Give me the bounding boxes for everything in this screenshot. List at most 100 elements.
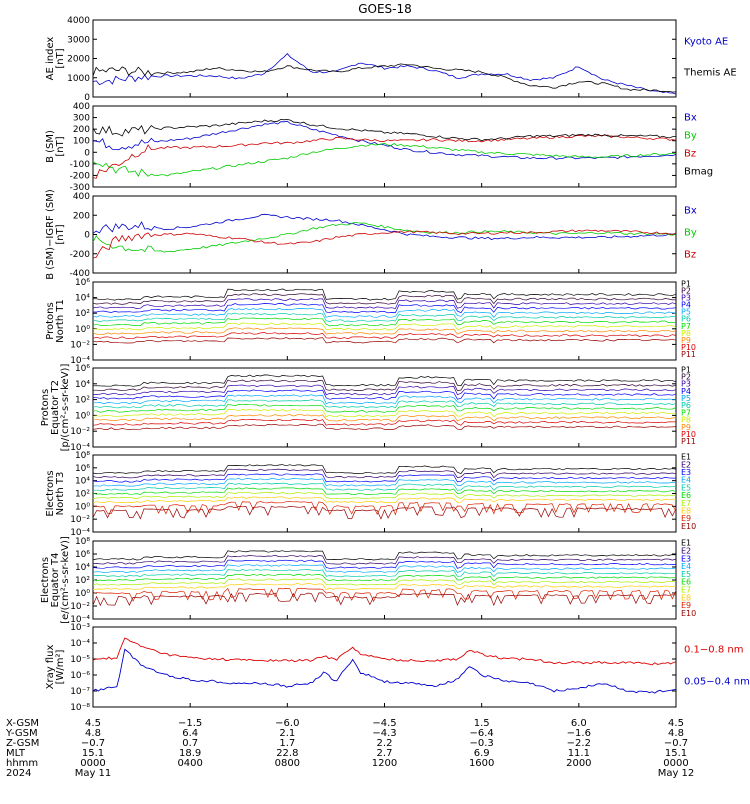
- flux-band-e3: [92, 473, 676, 483]
- legend-label: E3: [681, 468, 691, 477]
- series-line-xray: [92, 648, 677, 694]
- flux-band-e1: [92, 464, 677, 475]
- y-tick-label: 300: [73, 114, 90, 124]
- legend-label: P3: [681, 380, 691, 389]
- flux-band-p10: [92, 332, 677, 340]
- legend-label: E9: [681, 601, 691, 610]
- xaxis-row-label: 2024: [6, 768, 31, 779]
- y-tick-label: 10⁻²: [70, 602, 90, 612]
- series-line-kyoto-ae: [92, 53, 677, 95]
- xaxis-value: 4.8: [85, 728, 101, 739]
- xaxis-row-label: MLT: [6, 748, 26, 759]
- legend-label: P10: [681, 343, 696, 352]
- y-tick-label: 10⁶: [75, 464, 90, 474]
- legend-label: Kyoto AE: [684, 37, 728, 48]
- y-axis-label: [W/m²]: [55, 649, 66, 684]
- plot-title: GOES-18: [358, 2, 412, 16]
- flux-band-p5: [92, 307, 677, 318]
- series-line-bx: [92, 120, 677, 160]
- series-line-xray: [92, 637, 677, 666]
- flux-band-e7: [92, 578, 677, 586]
- flux-band-e10: [92, 505, 677, 520]
- y-tick-label: 400: [73, 102, 90, 112]
- series-line-themis-ae: [92, 63, 677, 93]
- y-tick-label: 3000: [67, 35, 90, 45]
- xaxis-value: 22.8: [276, 748, 298, 759]
- y-axis-label: Xray flux: [45, 645, 56, 690]
- xaxis-row-label: Z-GSM: [6, 738, 39, 749]
- y-tick-label: 0: [84, 93, 90, 103]
- xaxis-row-label: hhmm: [6, 758, 38, 769]
- xaxis-value: 4.8: [668, 728, 684, 739]
- y-axis-label: [nT]: [55, 48, 66, 68]
- y-axis-label: AE index: [45, 37, 56, 81]
- y-axis-label: Electrons: [40, 557, 51, 603]
- y-tick-label: 10²: [75, 490, 90, 500]
- xaxis-value: 15.1: [665, 748, 687, 759]
- y-tick-label: 10⁻⁴: [70, 615, 90, 625]
- legend-label: E2: [681, 546, 691, 555]
- xaxis-value: 0000: [80, 758, 105, 769]
- xaxis-value: May 11: [75, 768, 112, 779]
- xaxis-value: 0.7: [182, 738, 198, 749]
- flux-band-p3: [92, 298, 677, 310]
- xaxis-value: 4.5: [85, 718, 101, 729]
- legend-label: Bx: [684, 206, 697, 217]
- flux-band-e5: [92, 569, 677, 578]
- xaxis-value: 0400: [177, 758, 202, 769]
- y-tick-label: 10⁶: [75, 364, 90, 374]
- flux-band-p6: [92, 312, 677, 322]
- flux-band-e1: [92, 550, 677, 561]
- flux-band-e5: [92, 482, 677, 491]
- flux-band-e3: [92, 559, 677, 569]
- legend-label: E3: [681, 554, 691, 563]
- flux-band-e7: [92, 491, 677, 500]
- xaxis-value: −4.3: [372, 728, 396, 739]
- flux-band-p6: [92, 399, 677, 409]
- legend-label: P6: [681, 401, 691, 410]
- xaxis-value: 0000: [663, 758, 688, 769]
- xaxis-value: −0.7: [81, 738, 105, 749]
- legend-label: By: [684, 130, 697, 141]
- legend-label: E4: [681, 562, 691, 571]
- xaxis-value: 1200: [372, 758, 397, 769]
- y-axis-label: [p/(cm²-s-sr-keV)]: [60, 364, 71, 452]
- xaxis-row-label: X-GSM: [6, 718, 39, 729]
- flux-band-p4: [93, 303, 677, 314]
- flux-band-p11: [92, 423, 677, 431]
- xaxis-value: 1.5: [474, 718, 490, 729]
- legend-label: P9: [681, 336, 691, 345]
- legend-label: P1: [681, 365, 691, 374]
- y-tick-label: -100: [70, 160, 91, 170]
- legend-label: P11: [681, 350, 696, 359]
- flux-band-p10: [92, 418, 677, 426]
- legend-label: E1: [681, 453, 691, 462]
- flux-band-e8: [92, 496, 677, 504]
- flux-band-e2: [92, 468, 677, 479]
- y-axis-label: Equator T4: [50, 553, 61, 608]
- flux-band-p4: [92, 389, 677, 400]
- flux-band-e4: [92, 478, 677, 487]
- flux-band-p7: [93, 404, 677, 413]
- legend-label: E6: [681, 578, 691, 587]
- xaxis-value: 2000: [566, 758, 591, 769]
- xaxis-value: 15.1: [82, 748, 104, 759]
- legend-label: P6: [681, 315, 691, 324]
- y-tick-label: 2000: [67, 55, 90, 65]
- y-tick-label: 10⁰: [75, 411, 90, 421]
- y-tick-label: 0: [84, 148, 90, 158]
- y-axis-label: B (SM)−IGRF (SM): [45, 189, 56, 280]
- flux-band-p7: [92, 317, 677, 327]
- xaxis-value: May 12: [658, 768, 695, 779]
- y-axis-label: Protons: [45, 302, 56, 339]
- panel-frame-2: [92, 105, 677, 188]
- xaxis-value: −1.5: [178, 718, 202, 729]
- legend-label: E5: [681, 570, 691, 579]
- y-tick-label: -300: [70, 183, 91, 193]
- y-axis-label: Protons: [40, 389, 51, 426]
- y-tick-label: 10⁰: [75, 589, 90, 599]
- y-tick-label: 10⁻⁸: [70, 703, 90, 713]
- legend-label: P8: [681, 329, 691, 338]
